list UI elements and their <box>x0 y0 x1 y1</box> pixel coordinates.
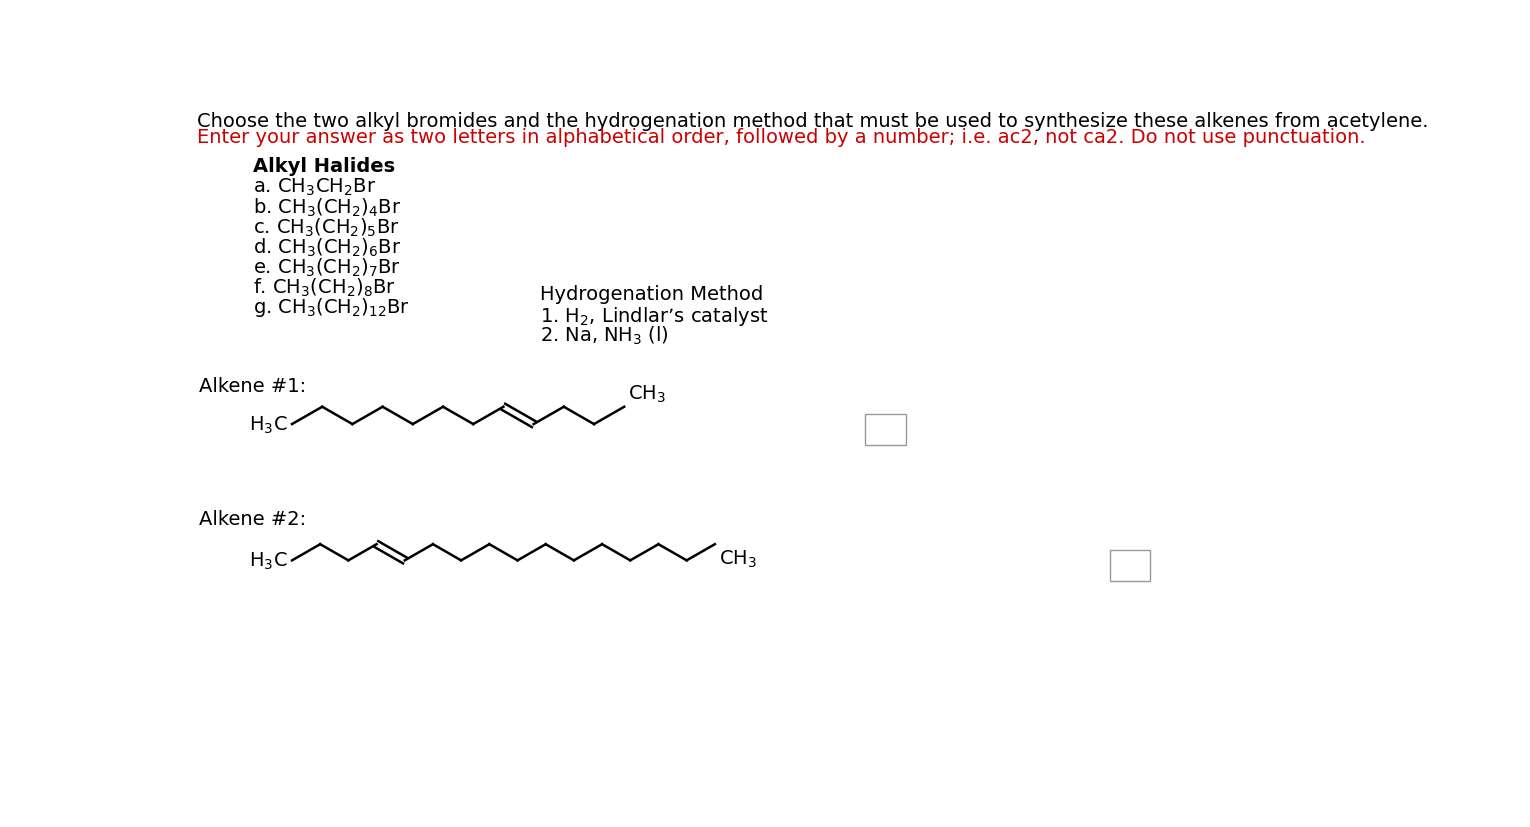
Text: CH$_3$: CH$_3$ <box>719 547 757 569</box>
Text: Choose the two alkyl bromides and the hydrogenation method that must be used to : Choose the two alkyl bromides and the hy… <box>197 112 1429 131</box>
Text: H$_3$C: H$_3$C <box>249 550 288 571</box>
Text: Alkene #1:: Alkene #1: <box>199 376 306 395</box>
Text: H$_3$C: H$_3$C <box>249 414 288 435</box>
Text: f. CH$_3$(CH$_2$)$_8$Br: f. CH$_3$(CH$_2$)$_8$Br <box>254 276 396 299</box>
Text: a. CH$_3$CH$_2$Br: a. CH$_3$CH$_2$Br <box>254 176 376 198</box>
Text: 1. H$_2$, Lindlar’s catalyst: 1. H$_2$, Lindlar’s catalyst <box>540 304 768 327</box>
Text: d. CH$_3$(CH$_2$)$_6$Br: d. CH$_3$(CH$_2$)$_6$Br <box>254 237 401 258</box>
Bar <box>866 414 906 445</box>
Text: g. CH$_3$(CH$_2$)$_{12}$Br: g. CH$_3$(CH$_2$)$_{12}$Br <box>254 296 410 319</box>
Text: Alkene #2:: Alkene #2: <box>199 509 306 528</box>
Text: Enter your answer as two letters in alphabetical order, followed by a number; i.: Enter your answer as two letters in alph… <box>197 127 1366 146</box>
Text: CH$_3$: CH$_3$ <box>629 383 666 404</box>
Text: Hydrogenation Method: Hydrogenation Method <box>540 284 763 304</box>
Text: b. CH$_3$(CH$_2$)$_4$Br: b. CH$_3$(CH$_2$)$_4$Br <box>254 196 401 218</box>
Text: 2. Na, NH$_3$ (l): 2. Na, NH$_3$ (l) <box>540 324 669 347</box>
Text: Alkyl Halides: Alkyl Halides <box>254 157 395 176</box>
Text: e. CH$_3$(CH$_2$)$_7$Br: e. CH$_3$(CH$_2$)$_7$Br <box>254 256 401 279</box>
Text: c. CH$_3$(CH$_2$)$_5$Br: c. CH$_3$(CH$_2$)$_5$Br <box>254 216 399 238</box>
Bar <box>1109 551 1151 581</box>
